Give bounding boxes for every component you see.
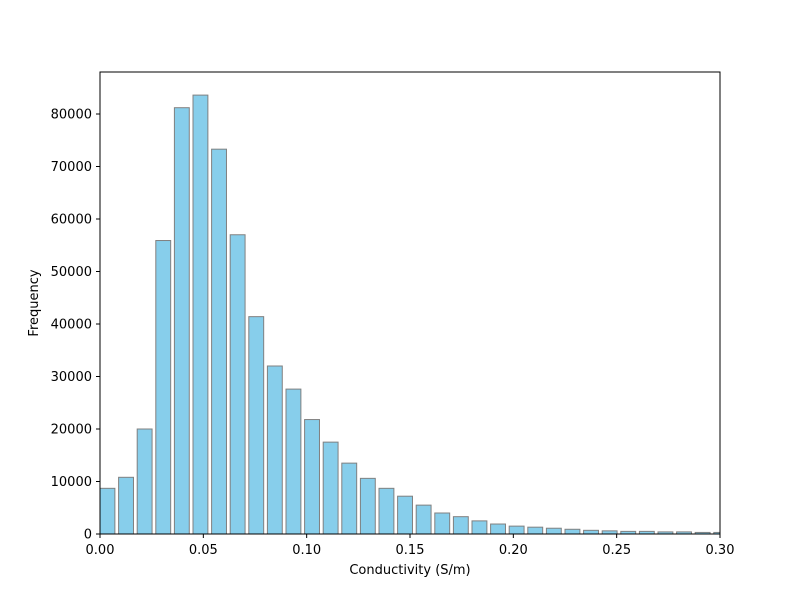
histogram-bar — [304, 419, 320, 534]
histogram-bar — [415, 504, 432, 534]
histogram-bar — [434, 512, 451, 534]
y-axis-label: Frequency — [27, 269, 42, 336]
histogram-bar — [266, 365, 283, 534]
x-tick-label: 0.00 — [86, 543, 115, 558]
histogram-bar — [173, 107, 190, 534]
y-tick-label: 30000 — [51, 370, 92, 385]
histogram-bar — [397, 495, 413, 534]
histogram-bar — [583, 529, 599, 534]
y-tick-label: 40000 — [51, 318, 92, 333]
histogram-bar — [471, 520, 488, 534]
histogram-bar — [211, 148, 227, 534]
histogram-bar — [657, 531, 674, 534]
x-tick-label: 0.10 — [292, 543, 321, 558]
histogram-bar — [341, 462, 358, 534]
histogram-bar — [564, 528, 581, 534]
histogram-bar — [118, 476, 134, 534]
y-tick-label: 70000 — [51, 160, 92, 175]
histogram-bar — [713, 531, 720, 534]
histogram-bar — [192, 94, 209, 534]
x-axis-label: Conductivity (S/m) — [349, 563, 470, 578]
histogram-bar — [508, 525, 525, 534]
y-tick-label: 60000 — [51, 213, 92, 228]
histogram-bar — [545, 527, 562, 534]
x-tick-label: 0.05 — [189, 543, 218, 558]
histogram-bar — [248, 316, 265, 534]
x-tick-label: 0.30 — [706, 543, 735, 558]
x-tick-label: 0.15 — [396, 543, 425, 558]
histogram-bar — [359, 477, 376, 534]
histogram-bar — [136, 428, 153, 534]
histogram-bar — [638, 530, 655, 534]
bars-group — [100, 94, 720, 534]
y-tick-label: 10000 — [51, 475, 92, 490]
histogram-bar — [155, 240, 172, 534]
histogram-bar — [527, 526, 544, 534]
histogram-bar — [452, 516, 469, 534]
histogram-bar — [676, 531, 692, 534]
histogram-bar — [100, 487, 116, 534]
y-tick-label: 20000 — [51, 423, 92, 438]
y-tick-label: 0 — [84, 528, 92, 543]
y-tick-label: 50000 — [51, 265, 92, 280]
histogram-bar — [378, 487, 395, 534]
x-tick-label: 0.25 — [602, 543, 631, 558]
y-tick-label: 80000 — [51, 108, 92, 123]
histogram-bar — [285, 388, 302, 534]
histogram-bar — [490, 523, 506, 534]
x-tick-label: 0.20 — [499, 543, 528, 558]
histogram-bar — [322, 441, 339, 534]
y-axis-ticks: 0 10000 20000 30000 40000 50000 60000 70000 8000… — [51, 108, 100, 543]
histogram-bar — [229, 234, 246, 534]
histogram-bar — [620, 530, 637, 534]
x-axis-ticks: 0.00 0.05 0.10 0.15 0.20 0.25 0.30 — [86, 534, 735, 558]
